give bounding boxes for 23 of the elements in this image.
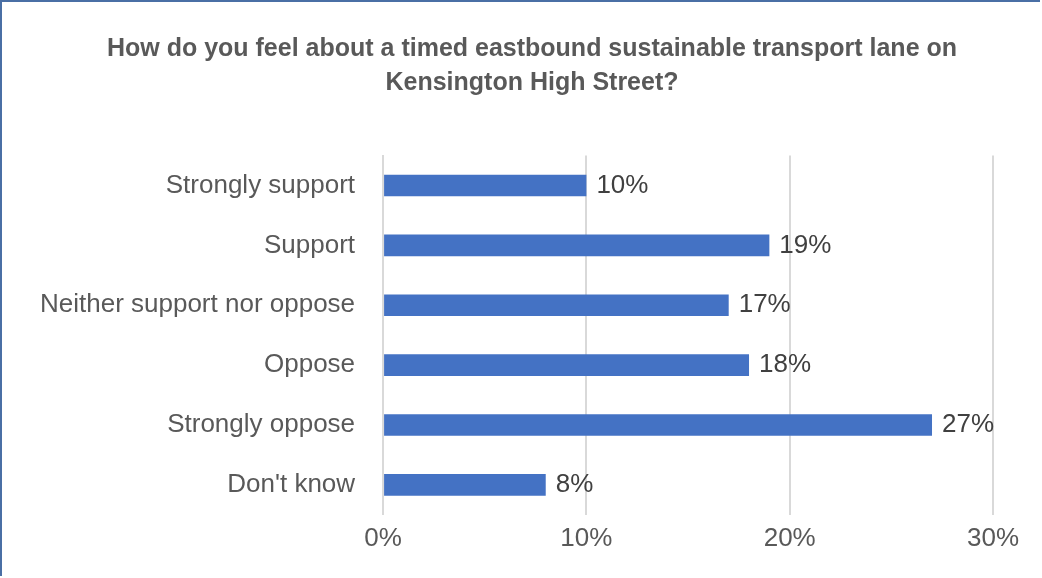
x-tick-label: 0%	[364, 521, 402, 552]
data-label: 19%	[779, 228, 832, 259]
y-tick-label: Support	[264, 228, 356, 259]
x-tick-label: 30%	[966, 521, 1020, 552]
bar	[384, 294, 729, 317]
data-label: 17%	[738, 288, 791, 319]
chart-title: How do you feel about a timed eastbound sustainable transport lane on Kensington High Street?	[105, 32, 959, 97]
x-tick-label: 10%	[560, 521, 613, 552]
data-label: 27%	[942, 408, 995, 439]
bar	[384, 414, 933, 436]
data-label: 8%	[555, 468, 594, 499]
bar	[384, 474, 546, 496]
y-tick-label: Strongly oppose	[167, 408, 356, 439]
data-label: 10%	[596, 168, 649, 199]
y-tick-label: Don't know	[227, 468, 356, 499]
y-tick-label: Strongly support	[165, 168, 356, 199]
bar	[384, 234, 770, 257]
bar	[384, 354, 750, 376]
x-tick-label: 20%	[763, 521, 816, 552]
data-label: 18%	[759, 348, 812, 379]
bar	[384, 174, 587, 197]
y-tick-label: Oppose	[264, 348, 356, 379]
y-tick-label: Neither support nor oppose	[39, 288, 356, 319]
